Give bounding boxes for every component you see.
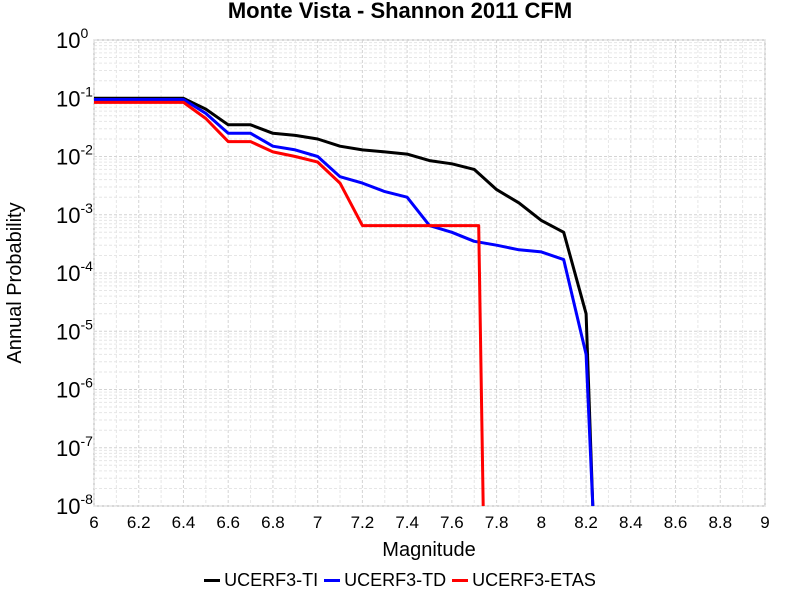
legend-label-ucerf3-ti: UCERF3-TI	[224, 569, 319, 590]
x-tick-label: 9	[760, 513, 769, 532]
series-line-ucerf3-td	[94, 98, 595, 507]
legend: UCERF3-TI UCERF3-TD UCERF3-ETAS	[0, 566, 800, 594]
x-tick-label: 7	[313, 513, 322, 532]
x-tick-label: 8.2	[574, 513, 598, 532]
legend-label-ucerf3-etas: UCERF3-ETAS	[472, 569, 596, 590]
legend-item-ucerf3-ti: UCERF3-TI	[204, 570, 318, 591]
y-tick-label: 10-6	[56, 375, 93, 403]
x-tick-label: 6	[89, 513, 98, 532]
y-tick-label: 100	[56, 25, 88, 53]
legend-swatch-ucerf3-etas	[452, 578, 469, 582]
major-gridlines	[94, 39, 765, 507]
x-tick-label: 8	[537, 513, 546, 532]
y-tick-label: 10-4	[56, 258, 93, 286]
chart-title: Monte Vista - Shannon 2011 CFM	[228, 0, 572, 23]
legend-swatch-ucerf3-td	[324, 578, 341, 582]
y-tick-label: 10-8	[56, 491, 93, 519]
y-tick-label: 10-7	[56, 433, 93, 461]
y-tick-label: 10-5	[56, 316, 93, 344]
legend-item-ucerf3-etas: UCERF3-ETAS	[452, 570, 596, 591]
x-tick-label: 6.4	[172, 513, 196, 532]
legend-item-ucerf3-td: UCERF3-TD	[324, 570, 446, 591]
x-tick-label: 7.2	[351, 513, 375, 532]
y-tick-label: 10-2	[56, 142, 93, 170]
x-tick-label: 8.4	[619, 513, 643, 532]
y-tick-labels: 100 10-1 10-2 10-3 10-4 10-5 10-6 10-7 10-8	[56, 25, 93, 519]
x-tick-label: 6.8	[261, 513, 285, 532]
x-tick-label: 6.2	[127, 513, 151, 532]
x-tick-label: 6.6	[216, 513, 240, 532]
x-axis-label: Magnitude	[382, 539, 475, 561]
y-axis-label: Annual Probability	[4, 202, 26, 363]
series-layer	[94, 96, 595, 507]
x-tick-label: 7.6	[440, 513, 464, 532]
x-tick-label: 8.6	[664, 513, 688, 532]
x-tick-label: 8.8	[708, 513, 732, 532]
x-tick-labels: 6 6.2 6.4 6.6 6.8 7 7.2 7.4 7.6 7.8 8 8.2 8.4 8.6 8.8 9	[89, 513, 769, 532]
y-tick-label: 10-1	[56, 83, 93, 111]
series-line-ucerf3-etas	[94, 100, 485, 507]
legend-swatch-ucerf3-ti	[204, 578, 221, 582]
x-tick-label: 7.4	[395, 513, 419, 532]
minor-gridlines	[93, 40, 766, 506]
y-tick-label: 10-3	[56, 200, 93, 228]
legend-label-ucerf3-td: UCERF3-TD	[344, 569, 447, 590]
series-line-ucerf3-ti	[94, 96, 595, 507]
x-tick-label: 7.8	[485, 513, 509, 532]
